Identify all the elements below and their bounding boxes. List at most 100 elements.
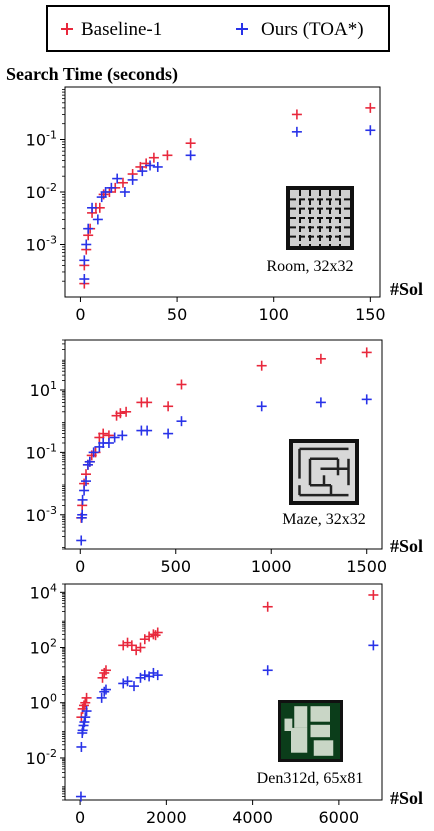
data-point <box>139 670 150 681</box>
y-tick-label: 102 <box>30 637 57 658</box>
data-point <box>142 397 153 408</box>
x-tick-label: 1000 <box>251 557 292 576</box>
data-point <box>98 428 109 439</box>
data-point <box>185 138 196 149</box>
den-map-region <box>310 724 330 738</box>
y-tick-label: 10-1 <box>26 441 57 462</box>
data-point <box>100 665 111 676</box>
den-map-region <box>291 727 308 753</box>
data-point <box>84 456 95 467</box>
y-tick-label: 10-2 <box>26 747 57 768</box>
y-axis-label: Search Time (seconds) <box>6 64 178 85</box>
data-point <box>176 379 187 390</box>
x-axis-label-maze: #Sol <box>390 536 423 556</box>
x-tick-label: 50 <box>167 305 187 324</box>
data-point <box>365 102 376 113</box>
data-point <box>361 347 372 358</box>
data-point <box>76 535 87 546</box>
map-annotation: Den312d, 65x81 <box>257 770 364 787</box>
data-point <box>148 629 159 640</box>
data-point <box>77 725 88 736</box>
data-point <box>80 697 91 708</box>
data-point <box>118 678 129 689</box>
y-tick-label: 101 <box>30 379 57 400</box>
data-point <box>291 126 302 137</box>
data-point <box>365 125 376 136</box>
data-point <box>117 177 128 188</box>
data-point <box>148 667 159 678</box>
data-point <box>109 432 120 443</box>
legend: Baseline-1 Ours (TOA*) <box>46 5 390 52</box>
data-point <box>148 152 159 163</box>
series-ours <box>75 640 379 802</box>
plot-frame <box>64 583 383 801</box>
data-point <box>291 109 302 120</box>
data-point <box>81 706 92 717</box>
data-point <box>256 401 267 412</box>
x-tick-label: 150 <box>355 305 386 324</box>
data-point <box>176 416 187 427</box>
data-point <box>127 174 138 185</box>
data-point <box>262 665 273 676</box>
data-point <box>145 160 156 171</box>
data-point <box>115 408 126 419</box>
data-point <box>81 692 92 703</box>
data-point <box>122 676 133 687</box>
data-point <box>77 509 88 520</box>
data-point <box>75 791 86 802</box>
data-point <box>99 686 110 697</box>
data-point <box>81 476 92 487</box>
data-point <box>368 589 379 600</box>
data-point <box>137 166 148 177</box>
series-baseline <box>76 589 379 723</box>
data-point <box>79 717 90 728</box>
x-tick-label: 100 <box>258 305 289 324</box>
data-point <box>163 401 174 412</box>
data-point <box>88 447 99 458</box>
y-tick-label: 104 <box>30 581 57 602</box>
chart-panel-den: 0 2000 4000 6000 10-2 100 102 104 Den312d, 65x81 <box>26 581 383 827</box>
data-point <box>185 150 196 161</box>
data-point <box>79 485 90 496</box>
legend-marker-ours <box>236 23 248 35</box>
x-tick-label: 1500 <box>346 557 387 576</box>
data-point <box>256 360 267 371</box>
data-point <box>77 494 88 505</box>
x-tick-label: 4000 <box>232 808 273 827</box>
chart-panel-maze: 0 500 1000 1500 10-3 10-1 101 Maze, 32x32 <box>26 339 387 576</box>
data-point <box>112 173 123 184</box>
data-point <box>83 223 94 234</box>
data-point <box>106 182 117 193</box>
data-point <box>162 150 173 161</box>
map-annotation: Maze, 32x32 <box>282 511 366 528</box>
y-tick-label: 100 <box>30 692 57 713</box>
data-point <box>79 255 90 266</box>
legend-label-ours: Ours (TOA*) <box>261 19 364 40</box>
den-map-region <box>284 718 293 731</box>
den-map-region <box>310 706 330 722</box>
data-point <box>80 712 91 723</box>
data-point <box>117 430 128 441</box>
data-point <box>97 672 108 683</box>
data-point <box>135 642 146 653</box>
data-point <box>361 394 372 405</box>
data-point <box>135 161 146 172</box>
data-point <box>368 640 379 651</box>
x-tick-label: 0 <box>75 305 85 324</box>
data-point <box>142 425 153 436</box>
x-tick-label: 0 <box>75 808 85 827</box>
data-point <box>87 202 98 213</box>
den-map-icon <box>278 700 343 762</box>
data-point <box>92 214 103 225</box>
data-point <box>100 187 111 197</box>
data-point <box>152 161 163 172</box>
data-point <box>315 353 326 364</box>
data-point <box>79 274 90 285</box>
data-point <box>96 692 107 703</box>
data-point <box>152 627 163 638</box>
series-ours <box>76 394 372 546</box>
data-point <box>119 187 130 197</box>
y-tick-label: 10-3 <box>26 504 57 525</box>
den-map-region <box>294 706 308 728</box>
